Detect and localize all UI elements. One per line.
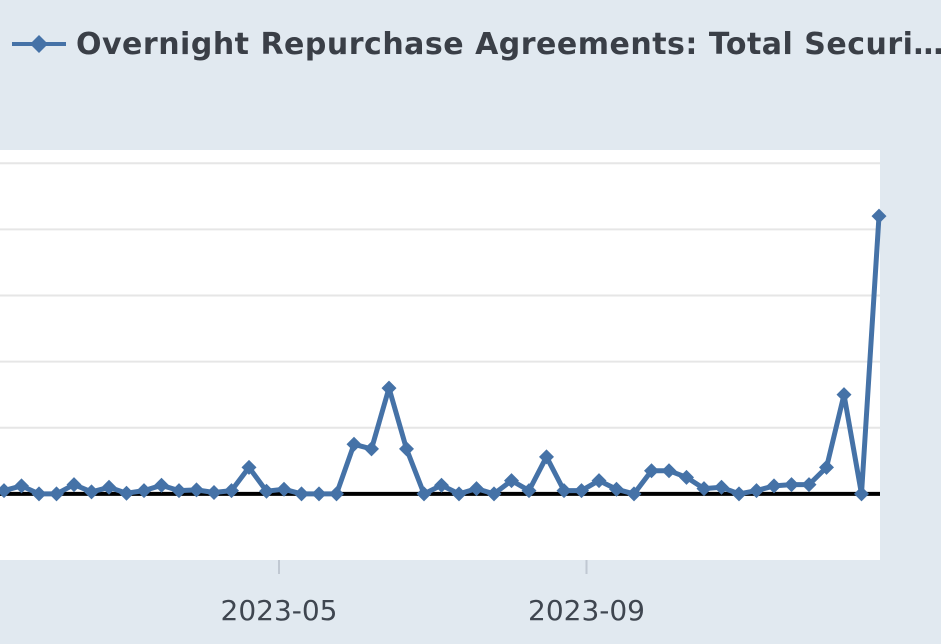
legend-line-diamond-icon bbox=[12, 35, 66, 53]
data-point bbox=[801, 477, 817, 493]
data-point bbox=[276, 481, 292, 497]
data-point bbox=[136, 483, 152, 499]
data-point bbox=[329, 486, 344, 502]
data-point bbox=[556, 483, 572, 499]
data-point bbox=[661, 463, 677, 479]
plot-area bbox=[0, 150, 880, 560]
data-point bbox=[154, 477, 169, 493]
x-tick-label: 2023-09 bbox=[528, 594, 645, 627]
data-point bbox=[714, 479, 729, 495]
data-point bbox=[399, 441, 414, 457]
data-point bbox=[66, 477, 82, 493]
data-point bbox=[206, 485, 222, 501]
data-point bbox=[259, 483, 274, 499]
legend-series-label: Overnight Repurchase Agreements: Total S… bbox=[76, 26, 941, 62]
data-point bbox=[294, 486, 309, 502]
data-point bbox=[311, 486, 327, 502]
data-point bbox=[784, 477, 799, 493]
data-point bbox=[346, 436, 362, 452]
data-point bbox=[591, 473, 607, 489]
data-point bbox=[504, 473, 519, 489]
data-point bbox=[644, 463, 659, 479]
data-point bbox=[854, 486, 869, 502]
data-point bbox=[224, 483, 239, 499]
data-point bbox=[871, 208, 887, 224]
data-point bbox=[189, 482, 204, 498]
data-point bbox=[731, 486, 747, 502]
data-point bbox=[766, 478, 782, 494]
gridlines bbox=[0, 162, 880, 429]
series-group bbox=[0, 208, 887, 502]
data-point bbox=[469, 481, 484, 497]
data-point bbox=[574, 483, 589, 499]
data-point bbox=[101, 479, 117, 495]
data-point bbox=[14, 478, 29, 494]
data-point bbox=[381, 380, 397, 396]
data-point bbox=[679, 469, 694, 485]
data-point bbox=[451, 486, 467, 502]
data-point bbox=[84, 484, 99, 500]
data-point bbox=[0, 483, 12, 499]
data-point bbox=[626, 486, 642, 502]
data-point bbox=[416, 486, 432, 502]
data-point bbox=[31, 486, 47, 502]
data-point bbox=[49, 486, 64, 502]
x-axis: 2023-05 2023-09 bbox=[221, 560, 645, 627]
data-point bbox=[819, 459, 834, 475]
data-point bbox=[609, 481, 624, 497]
data-point bbox=[836, 387, 852, 403]
plot-background bbox=[0, 150, 880, 560]
data-point bbox=[119, 485, 134, 501]
x-tick-label: 2023-05 bbox=[221, 594, 338, 627]
data-point bbox=[364, 441, 379, 457]
data-point bbox=[749, 483, 764, 499]
data-point bbox=[486, 486, 502, 502]
data-point bbox=[696, 481, 712, 497]
data-point bbox=[521, 483, 537, 499]
data-point bbox=[539, 449, 554, 465]
chart-legend[interactable]: Overnight Repurchase Agreements: Total S… bbox=[10, 22, 941, 66]
data-point bbox=[434, 477, 449, 493]
data-point bbox=[171, 483, 187, 499]
data-point bbox=[241, 459, 257, 475]
